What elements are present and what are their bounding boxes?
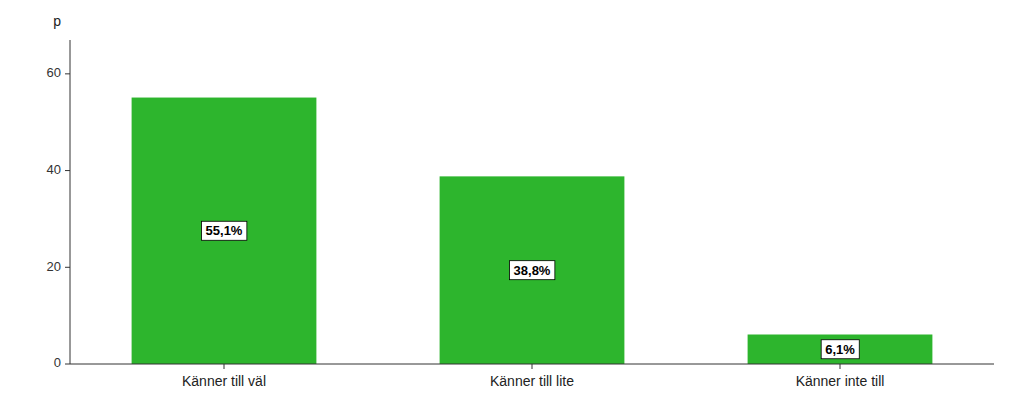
bar bbox=[440, 176, 625, 364]
x-tick bbox=[224, 364, 225, 369]
data-label: 38,8% bbox=[514, 263, 551, 278]
y-tick bbox=[65, 364, 70, 365]
data-label-box bbox=[202, 221, 247, 240]
y-tick bbox=[65, 170, 70, 171]
y-tick-label: 0 bbox=[54, 355, 61, 370]
y-tick-label: 60 bbox=[47, 65, 61, 80]
y-axis-label: p bbox=[53, 13, 61, 29]
data-labels: 55,1% 38,8% 6,1% bbox=[202, 221, 860, 358]
y-tick bbox=[65, 267, 70, 268]
bars bbox=[132, 98, 933, 364]
y-tick-label: 20 bbox=[47, 259, 61, 274]
data-label-box bbox=[510, 261, 555, 280]
bar bbox=[132, 98, 317, 364]
x-tick-label: Känner till väl bbox=[182, 373, 266, 389]
y-tick bbox=[65, 73, 70, 74]
y-tick-label: 40 bbox=[47, 162, 61, 177]
x-tick-label: Känner inte till bbox=[796, 373, 885, 389]
x-tick bbox=[840, 364, 841, 369]
bar bbox=[748, 335, 933, 364]
x-tick-label: Känner till lite bbox=[490, 373, 574, 389]
data-label: 6,1% bbox=[825, 342, 855, 357]
x-tick bbox=[532, 364, 533, 369]
data-label-box bbox=[821, 340, 859, 359]
y-axis-line bbox=[70, 40, 71, 364]
chart: 0 20 40 60 Känner till väl Känner till lite Kä… bbox=[0, 0, 1024, 409]
data-label: 55,1% bbox=[206, 223, 243, 238]
